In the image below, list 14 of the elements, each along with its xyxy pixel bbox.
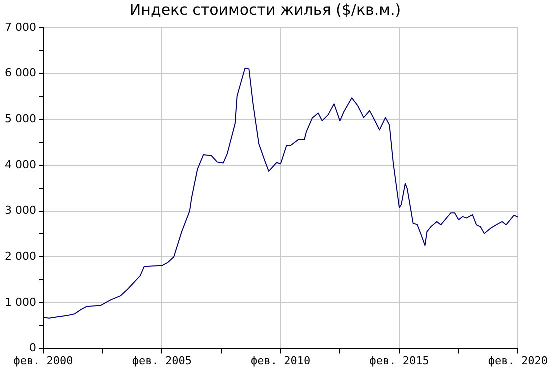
- x-tick-label: фев. 2010: [251, 354, 311, 368]
- y-tick-label: 3 000: [4, 204, 36, 218]
- y-tick-label: 7 000: [4, 20, 36, 34]
- y-tick-label: 1 000: [4, 296, 36, 309]
- y-tick-label: 4 000: [4, 158, 36, 172]
- y-tick-label: 5 000: [4, 112, 36, 126]
- chart-title: Индекс стоимости жилья ($/кв.м.): [130, 0, 402, 19]
- y-tick-label: 6 000: [4, 66, 36, 80]
- x-tick-label: фев. 2020: [488, 354, 548, 368]
- x-tick-label: фев. 2005: [132, 354, 192, 368]
- x-tick-label: фев. 2000: [14, 354, 74, 368]
- y-tick-label: 0: [29, 342, 36, 355]
- y-tick-label: 2 000: [4, 250, 36, 263]
- x-tick-label: фев. 2015: [370, 354, 430, 368]
